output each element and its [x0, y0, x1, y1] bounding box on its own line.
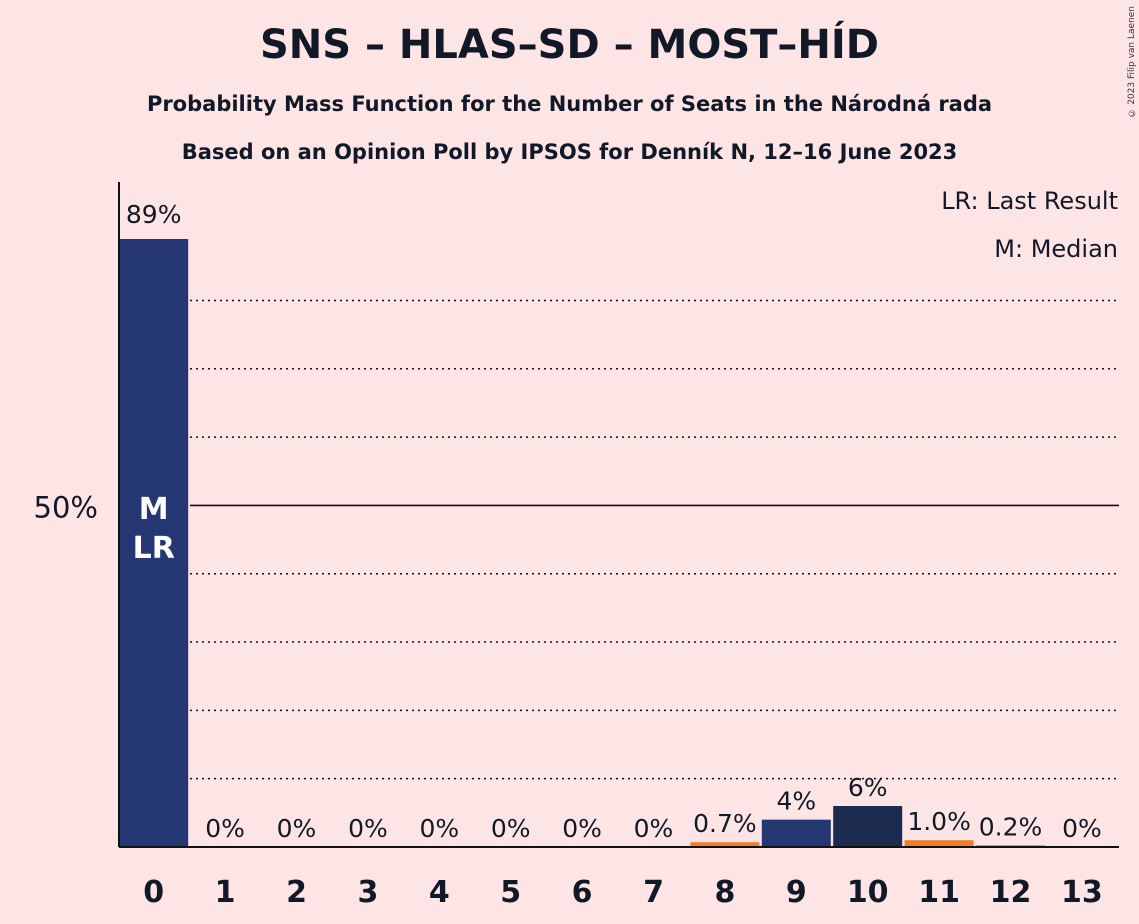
- x-tick-label: 3: [357, 875, 378, 910]
- legend-last-result: LR: Last Result: [941, 187, 1118, 215]
- chart-subtitle: Probability Mass Function for the Number…: [146, 92, 993, 116]
- x-tick-label: 2: [286, 875, 307, 910]
- bar-value-label: 0%: [419, 814, 459, 843]
- bar: [904, 840, 974, 847]
- bar-value-label: 0.7%: [693, 809, 757, 838]
- x-tick-label: 0: [143, 875, 164, 910]
- bar-value-label: 0%: [277, 814, 317, 843]
- x-tick-label: 6: [572, 875, 593, 910]
- bar-value-label: 4%: [776, 787, 816, 816]
- last-result-marker: LR: [133, 531, 175, 566]
- bar: [833, 806, 903, 847]
- bar: [690, 842, 760, 847]
- x-tick-label: 13: [1061, 875, 1103, 910]
- bar-value-label: 0%: [491, 814, 531, 843]
- x-tick-label: 9: [786, 875, 807, 910]
- bar: [119, 239, 189, 847]
- bar-value-label: 0%: [562, 814, 602, 843]
- x-tick-label: 10: [847, 875, 889, 910]
- median-marker: M: [139, 492, 169, 527]
- bar-value-label: 6%: [848, 773, 888, 802]
- x-tick-label: 7: [643, 875, 664, 910]
- chart-source: Based on an Opinion Poll by IPSOS for De…: [181, 140, 958, 164]
- x-tick-label: 5: [500, 875, 521, 910]
- bar-value-label: 0%: [1062, 814, 1102, 843]
- legend-median: M: Median: [994, 235, 1118, 263]
- x-tick-label: 1: [215, 875, 236, 910]
- bar-value-label: 0%: [634, 814, 674, 843]
- bar-value-label: 89%: [126, 200, 182, 229]
- bar: [761, 819, 831, 847]
- x-tick-label: 8: [714, 875, 735, 910]
- bar-value-label: 0%: [348, 814, 388, 843]
- bar-value-label: 0.2%: [979, 813, 1043, 842]
- bar-value-label: 0%: [205, 814, 245, 843]
- y-tick-label: 50%: [34, 490, 98, 524]
- bar-value-label: 1.0%: [907, 807, 971, 836]
- chart-title: SNS – HLAS–SD – MOST–HÍD: [259, 22, 879, 68]
- x-tick-label: 4: [429, 875, 450, 910]
- x-tick-label: 11: [918, 875, 960, 910]
- x-tick-label: 12: [990, 875, 1032, 910]
